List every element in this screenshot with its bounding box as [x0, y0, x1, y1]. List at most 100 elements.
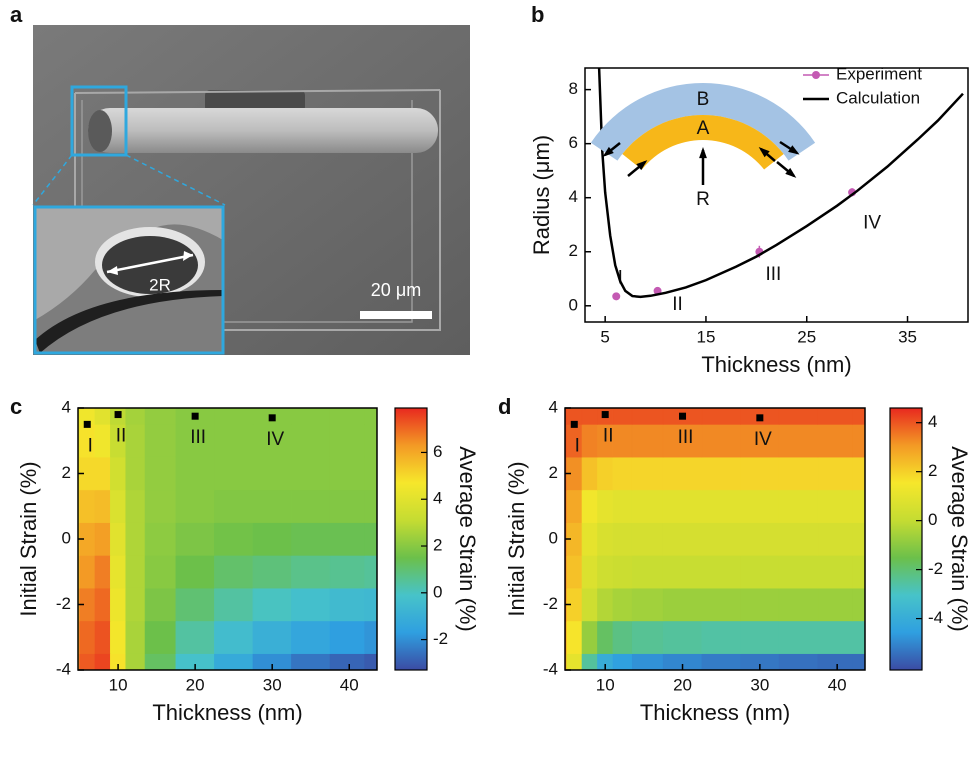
heatmap-cell [175, 587, 215, 622]
x-tick-label: 30 [263, 675, 282, 694]
heatmap-cell [364, 456, 377, 491]
heatmap-cell [701, 424, 741, 458]
heatmap-cell [364, 408, 377, 425]
heatmap-cell [612, 456, 633, 491]
heatmap-cell [662, 489, 703, 523]
heatmap-cell [565, 408, 567, 425]
heatmap-cell [252, 489, 292, 523]
heatmap-cell [597, 489, 614, 523]
heatmap-cell [778, 424, 819, 458]
heatmap-cell [701, 489, 741, 523]
heatmap-cell [612, 424, 633, 458]
heatmap-cell [144, 522, 177, 556]
heatmap-cell [94, 620, 111, 654]
heatmap-cell [110, 456, 127, 491]
heatmap-cell [612, 408, 633, 425]
heatmap-cell [597, 620, 614, 654]
point-label: II [672, 294, 683, 315]
heatmap-cell [291, 587, 331, 622]
x-axis-label: Thickness (nm) [640, 700, 790, 725]
heatmap-cell [852, 620, 865, 654]
heatmap-cell [291, 456, 331, 491]
heatmap-cell [852, 522, 865, 556]
heatmap-cell [214, 456, 254, 491]
heatmap-cell [740, 620, 780, 654]
heatmap-cell [125, 587, 146, 622]
sample-marker [679, 412, 687, 420]
heatmap-cell [631, 424, 664, 458]
heatmap-cell [291, 408, 331, 425]
y-tick-label: 0 [62, 528, 71, 547]
heatmap-cell [94, 424, 111, 458]
x-tick-label: 20 [186, 675, 205, 694]
x-tick-label: 10 [109, 675, 128, 694]
heatmap-cell [78, 555, 80, 589]
sem-image [32, 25, 470, 355]
heatmap-cell [364, 489, 377, 523]
heatmap-cell [125, 456, 146, 491]
heatmap-cell [852, 424, 865, 458]
heatmap-cell [175, 456, 215, 491]
inset-arrow-head [602, 146, 614, 157]
heatmap-cell [110, 555, 127, 589]
heatmap-cell [175, 620, 215, 654]
heatmap-cell [144, 555, 177, 589]
heatmap-cell [597, 555, 614, 589]
heatmap-cell [612, 555, 633, 589]
heatmap-cell [662, 555, 703, 589]
heatmap [565, 408, 865, 670]
heatmap-cell [175, 522, 215, 556]
inset-layer-a [622, 115, 784, 170]
heatmap-cell [581, 522, 598, 556]
y-tick-label: 4 [62, 397, 71, 416]
plot-frame [77, 407, 378, 671]
inset-label: A [697, 118, 710, 139]
heatmap-cell [214, 587, 254, 622]
x-tick-label: 15 [696, 327, 715, 346]
heatmap-cell [701, 456, 741, 491]
x-axis-label: Thickness (nm) [701, 352, 851, 377]
heatmap-cell [612, 522, 633, 556]
colorbar-tick-label: 0 [928, 510, 937, 529]
sample-label: III [678, 427, 694, 448]
y-tick-label: -2 [56, 594, 71, 613]
heatmap-cell [581, 620, 598, 654]
heatmap-cell [852, 653, 865, 670]
heatmap-cell [597, 522, 614, 556]
colorbar [889, 407, 923, 671]
panel-label: a [10, 2, 23, 27]
heatmap-cell [329, 555, 365, 589]
heatmap-cell [778, 620, 819, 654]
inset-layer-b [590, 83, 816, 161]
colorbar-tick-label: 4 [928, 412, 937, 431]
heatmap-cell [364, 522, 377, 556]
heatmap-cell [778, 408, 819, 425]
heatmap-cell [631, 489, 664, 523]
y-tick-label: 4 [569, 187, 578, 206]
x-tick-label: 40 [340, 675, 359, 694]
sample-marker [268, 414, 276, 422]
heatmap-cell [597, 456, 614, 491]
heatmap-cell [144, 489, 177, 523]
y-tick-label: -4 [56, 659, 71, 678]
heatmap-cell [110, 489, 127, 523]
heatmap-cell [581, 555, 598, 589]
inset-arrow-head [758, 147, 770, 158]
heatmap-cell [778, 456, 819, 491]
heatmap-cell [78, 653, 80, 670]
heatmap-cell [329, 489, 365, 523]
heatmap-cell [214, 620, 254, 654]
heatmap-cell [817, 408, 853, 425]
heatmap-cell [329, 620, 365, 654]
inset-arrow-head [636, 160, 648, 171]
heatmap-cell [125, 489, 146, 523]
x-tick-label: 35 [898, 327, 917, 346]
heatmap-cell [110, 587, 127, 622]
heatmap-cell [144, 408, 177, 425]
heatmap-cell [581, 456, 598, 491]
sample-marker [570, 420, 578, 428]
sample-marker [83, 420, 91, 428]
heatmap-cell [662, 424, 703, 458]
x-tick-label: 5 [600, 327, 609, 346]
plot-frame [584, 67, 969, 323]
